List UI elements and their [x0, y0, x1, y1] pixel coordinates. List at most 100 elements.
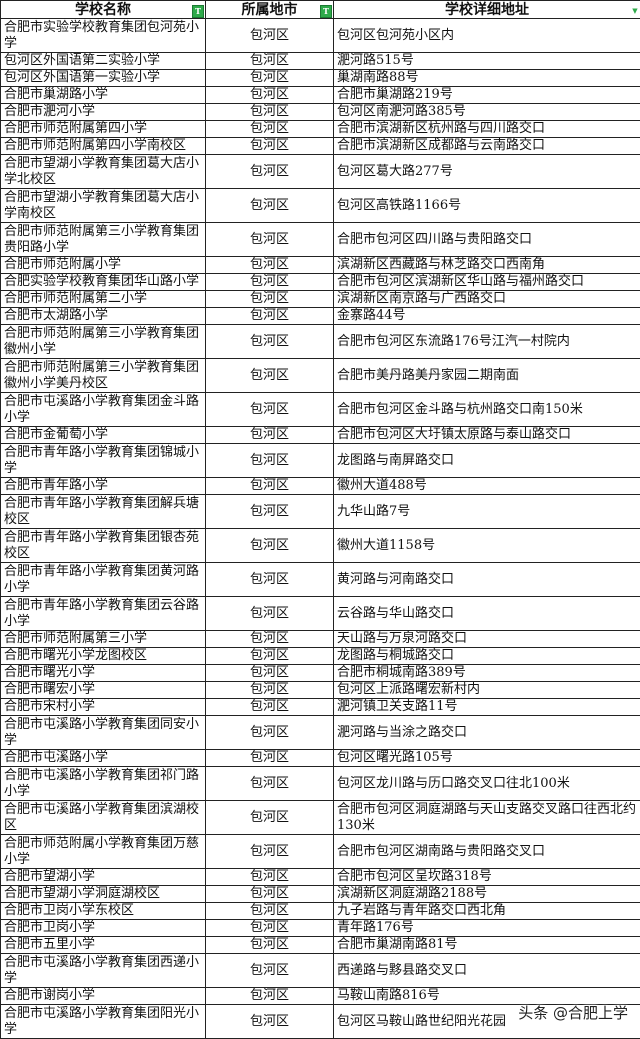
school-name-cell[interactable]: 合肥实验学校教育集团华山路小学 — [1, 274, 206, 291]
school-name-cell[interactable]: 合肥市师范附属第二小学 — [1, 291, 206, 308]
address-cell[interactable]: 天山路与万泉河路交口 — [334, 631, 640, 648]
address-cell[interactable]: 淝河路515号 — [334, 53, 640, 70]
school-name-cell[interactable]: 合肥市巢湖路小学 — [1, 87, 206, 104]
school-name-cell[interactable]: 合肥市屯溪路小学教育集团阳光小学 — [1, 1005, 206, 1039]
district-cell[interactable]: 包河区 — [206, 359, 334, 393]
address-cell[interactable]: 九子岩路与青年路交口西北角 — [334, 903, 640, 920]
school-name-cell[interactable]: 合肥市师范附属小学 — [1, 257, 206, 274]
district-cell[interactable]: 包河区 — [206, 988, 334, 1005]
school-name-cell[interactable]: 合肥市屯溪路小学教育集团滨湖校区 — [1, 801, 206, 835]
district-cell[interactable]: 包河区 — [206, 393, 334, 427]
school-name-cell[interactable]: 合肥市青年路小学教育集团银杏苑校区 — [1, 529, 206, 563]
district-cell[interactable]: 包河区 — [206, 716, 334, 750]
district-cell[interactable]: 包河区 — [206, 767, 334, 801]
address-cell[interactable]: 合肥市包河区洞庭湖路与天山支路交叉路口往西北约130米 — [334, 801, 640, 835]
address-cell[interactable]: 包河区葛大路277号 — [334, 155, 640, 189]
address-cell[interactable]: 包河区曙光路105号 — [334, 750, 640, 767]
address-cell[interactable]: 合肥市包河区金斗路与杭州路交口南150米 — [334, 393, 640, 427]
district-cell[interactable]: 包河区 — [206, 308, 334, 325]
district-cell[interactable]: 包河区 — [206, 274, 334, 291]
school-name-cell[interactable]: 合肥市师范附属第四小学南校区 — [1, 138, 206, 155]
district-cell[interactable]: 包河区 — [206, 1005, 334, 1039]
address-cell[interactable]: 包河区南淝河路385号 — [334, 104, 640, 121]
school-name-cell[interactable]: 合肥市青年路小学教育集团解兵塘校区 — [1, 495, 206, 529]
school-name-cell[interactable]: 合肥市师范附属第三小学教育集团贵阳路小学 — [1, 223, 206, 257]
district-cell[interactable]: 包河区 — [206, 70, 334, 87]
district-cell[interactable]: 包河区 — [206, 665, 334, 682]
address-cell[interactable]: 合肥市包河区湖南路与贵阳路交叉口 — [334, 835, 640, 869]
school-name-cell[interactable]: 合肥市师范附属第三小学教育集团徽州小学 — [1, 325, 206, 359]
school-name-cell[interactable]: 合肥市望湖小学教育集团葛大店小学南校区 — [1, 189, 206, 223]
school-name-cell[interactable]: 合肥市屯溪路小学 — [1, 750, 206, 767]
district-cell[interactable]: 包河区 — [206, 648, 334, 665]
district-cell[interactable]: 包河区 — [206, 801, 334, 835]
school-name-cell[interactable]: 合肥市师范附属第三小学 — [1, 631, 206, 648]
school-name-cell[interactable]: 合肥市卫岗小学东校区 — [1, 903, 206, 920]
school-name-cell[interactable]: 合肥市青年路小学教育集团云谷路小学 — [1, 597, 206, 631]
school-name-cell[interactable]: 合肥市师范附属第三小学教育集团徽州小学美丹校区 — [1, 359, 206, 393]
district-cell[interactable]: 包河区 — [206, 563, 334, 597]
address-cell[interactable]: 云谷路与华山路交口 — [334, 597, 640, 631]
district-cell[interactable]: 包河区 — [206, 835, 334, 869]
school-name-cell[interactable]: 合肥市师范附属第四小学 — [1, 121, 206, 138]
district-cell[interactable]: 包河区 — [206, 886, 334, 903]
district-cell[interactable]: 包河区 — [206, 19, 334, 53]
address-cell[interactable]: 龙图路与南屏路交口 — [334, 444, 640, 478]
school-name-cell[interactable]: 合肥市望湖小学教育集团葛大店小学北校区 — [1, 155, 206, 189]
address-cell[interactable]: 合肥市桐城南路389号 — [334, 665, 640, 682]
school-name-cell[interactable]: 合肥市曙宏小学 — [1, 682, 206, 699]
address-cell[interactable]: 合肥市包河区呈坎路318号 — [334, 869, 640, 886]
district-cell[interactable]: 包河区 — [206, 257, 334, 274]
address-cell[interactable]: 包河区龙川路与历口路交叉口往北100米 — [334, 767, 640, 801]
address-cell[interactable]: 合肥市包河区东流路176号江汽一村院内 — [334, 325, 640, 359]
district-cell[interactable]: 包河区 — [206, 682, 334, 699]
address-cell[interactable]: 包河区高铁路1166号 — [334, 189, 640, 223]
filter-active-icon[interactable]: T — [320, 5, 332, 18]
address-cell[interactable]: 包河区包河苑小区内 — [334, 19, 640, 53]
column-header-address[interactable]: 学校详细地址▼ — [334, 1, 640, 19]
school-name-cell[interactable]: 合肥市淝河小学 — [1, 104, 206, 121]
district-cell[interactable]: 包河区 — [206, 104, 334, 121]
school-name-cell[interactable]: 合肥市屯溪路小学教育集团金斗路小学 — [1, 393, 206, 427]
address-cell[interactable]: 合肥市包河区四川路与贵阳路交口 — [334, 223, 640, 257]
address-cell[interactable]: 合肥市巢湖路219号 — [334, 87, 640, 104]
address-cell[interactable]: 龙图路与桐城路交口 — [334, 648, 640, 665]
district-cell[interactable]: 包河区 — [206, 750, 334, 767]
district-cell[interactable]: 包河区 — [206, 121, 334, 138]
school-name-cell[interactable]: 合肥市金葡萄小学 — [1, 427, 206, 444]
address-cell[interactable]: 滨湖新区洞庭湖路2188号 — [334, 886, 640, 903]
school-name-cell[interactable]: 合肥市青年路小学 — [1, 478, 206, 495]
address-cell[interactable]: 合肥市包河区滨湖新区华山路与福州路交口 — [334, 274, 640, 291]
school-name-cell[interactable]: 合肥市屯溪路小学教育集团同安小学 — [1, 716, 206, 750]
district-cell[interactable]: 包河区 — [206, 444, 334, 478]
address-cell[interactable]: 淝河镇卫关支路11号 — [334, 699, 640, 716]
address-cell[interactable]: 金寨路44号 — [334, 308, 640, 325]
address-cell[interactable]: 淝河路与当涂之路交口 — [334, 716, 640, 750]
district-cell[interactable]: 包河区 — [206, 478, 334, 495]
school-name-cell[interactable]: 合肥市五里小学 — [1, 937, 206, 954]
school-name-cell[interactable]: 合肥市屯溪路小学教育集团西递小学 — [1, 954, 206, 988]
district-cell[interactable]: 包河区 — [206, 937, 334, 954]
address-cell[interactable]: 九华山路7号 — [334, 495, 640, 529]
school-name-cell[interactable]: 合肥市师范附属小学教育集团万慈小学 — [1, 835, 206, 869]
district-cell[interactable]: 包河区 — [206, 869, 334, 886]
district-cell[interactable]: 包河区 — [206, 427, 334, 444]
school-name-cell[interactable]: 合肥市望湖小学 — [1, 869, 206, 886]
school-name-cell[interactable]: 合肥市太湖路小学 — [1, 308, 206, 325]
address-cell[interactable]: 滨湖新区南京路与广西路交口 — [334, 291, 640, 308]
district-cell[interactable]: 包河区 — [206, 138, 334, 155]
address-cell[interactable]: 徽州大道488号 — [334, 478, 640, 495]
district-cell[interactable]: 包河区 — [206, 954, 334, 988]
address-cell[interactable]: 徽州大道1158号 — [334, 529, 640, 563]
district-cell[interactable]: 包河区 — [206, 920, 334, 937]
school-name-cell[interactable]: 合肥市谢岗小学 — [1, 988, 206, 1005]
district-cell[interactable]: 包河区 — [206, 529, 334, 563]
address-cell[interactable]: 合肥市滨湖新区杭州路与四川路交口 — [334, 121, 640, 138]
school-name-cell[interactable]: 合肥市曙光小学龙图校区 — [1, 648, 206, 665]
district-cell[interactable]: 包河区 — [206, 325, 334, 359]
school-name-cell[interactable]: 包河区外国语第一实验小学 — [1, 70, 206, 87]
district-cell[interactable]: 包河区 — [206, 699, 334, 716]
district-cell[interactable]: 包河区 — [206, 189, 334, 223]
address-cell[interactable]: 合肥市包河区大圩镇太原路与泰山路交口 — [334, 427, 640, 444]
district-cell[interactable]: 包河区 — [206, 87, 334, 104]
